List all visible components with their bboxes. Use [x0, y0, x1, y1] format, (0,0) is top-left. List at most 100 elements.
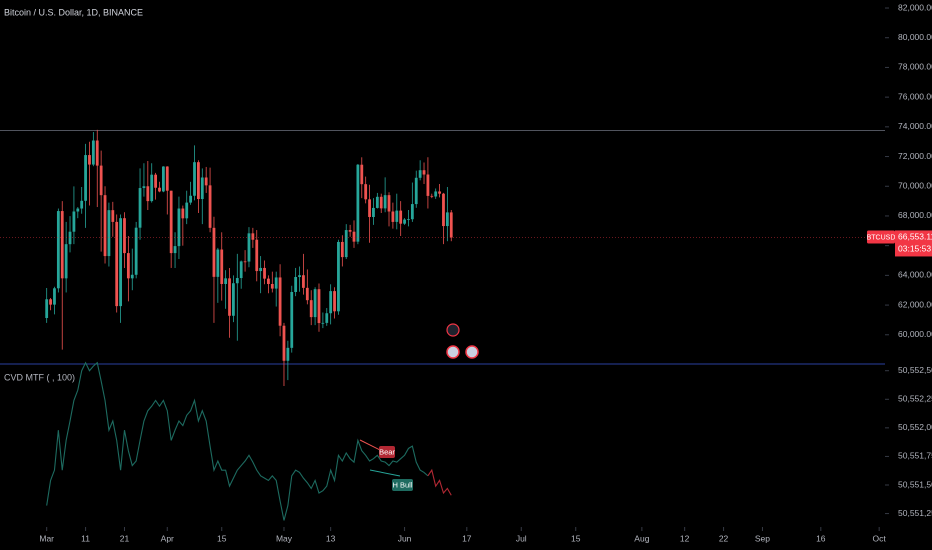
price-label: 66,553.11 — [898, 232, 932, 242]
y-tick-label: 50,551,500 — [898, 479, 932, 489]
x-tick-label: Oct — [873, 533, 887, 543]
y-tick-label: 72,000.00 — [898, 151, 932, 161]
x-tick-label: 17 — [462, 533, 472, 543]
candle-body — [375, 196, 379, 208]
candle-body — [228, 278, 231, 316]
candle-body — [181, 208, 185, 219]
symbol-label: BTCUSD — [867, 234, 896, 241]
candle-body — [107, 210, 111, 257]
candle-body — [95, 140, 99, 166]
x-tick-label: Mar — [39, 533, 54, 543]
candle-body — [239, 261, 243, 279]
x-tick-label: 12 — [680, 533, 690, 543]
candle-body — [126, 253, 130, 279]
candle-body — [391, 211, 395, 222]
candle-body — [72, 211, 76, 232]
countdown-label: 03:15:53 — [898, 244, 931, 254]
candle-body — [123, 218, 126, 254]
candle-body — [196, 162, 200, 200]
symbol-badge — [867, 230, 895, 244]
candle-body — [313, 289, 317, 318]
candle-body — [150, 174, 154, 202]
candle-body — [142, 186, 146, 189]
candle-body — [88, 155, 91, 165]
bear-label: Bear — [379, 447, 395, 456]
candle-body — [212, 227, 216, 277]
candle-body — [356, 164, 360, 242]
candle-body — [298, 275, 301, 278]
candle-body — [267, 278, 270, 284]
candle-body — [259, 267, 263, 272]
y-tick-label: 50,552,000 — [898, 422, 932, 432]
candle-body — [146, 186, 150, 202]
bull-label-box — [392, 479, 413, 491]
candle-body — [177, 208, 181, 247]
x-tick-label: May — [276, 533, 293, 543]
candle-body — [422, 170, 426, 175]
y-tick-label: 62,000.00 — [898, 299, 932, 309]
x-tick-label: 16 — [816, 533, 826, 543]
candle-body — [154, 174, 158, 188]
candle-body — [418, 170, 422, 178]
candle-body — [68, 231, 72, 245]
x-tick-label: Sep — [755, 533, 770, 543]
candle-body — [99, 165, 103, 196]
candle-body — [216, 249, 220, 277]
candle-body — [80, 200, 84, 209]
candle-body — [243, 261, 247, 263]
y-tick-label: 74,000.00 — [898, 121, 932, 131]
candle-body — [395, 210, 399, 222]
candle-body — [286, 347, 290, 361]
candle-body — [410, 204, 414, 220]
candle-body — [134, 227, 138, 275]
candle-body — [247, 233, 251, 262]
candle-body — [45, 299, 49, 318]
candle-body — [414, 177, 418, 205]
candle-body — [442, 193, 445, 227]
candle-body — [158, 187, 161, 192]
candle-body — [49, 299, 52, 305]
candle-body — [348, 230, 352, 232]
candle-body — [368, 199, 371, 217]
candle-body — [56, 211, 60, 289]
x-tick-label: 21 — [120, 533, 130, 543]
candle-body — [200, 177, 204, 200]
candle-body — [309, 300, 313, 318]
candle-body — [430, 195, 434, 197]
event-icon[interactable] — [446, 345, 460, 359]
candle-body — [119, 218, 122, 307]
candle-body — [325, 313, 329, 323]
y-tick-label: 70,000.00 — [898, 181, 932, 191]
candle-body — [383, 195, 387, 209]
candle-body — [387, 195, 391, 212]
y-tick-label: 82,000.00 — [898, 2, 932, 12]
x-tick-label: Jul — [516, 533, 527, 543]
x-tick-label: Aug — [634, 533, 649, 543]
candle-body — [193, 162, 196, 196]
candle-body — [235, 278, 239, 284]
candle-body — [115, 221, 119, 307]
candle-body — [445, 212, 449, 227]
y-tick-label: 68,000.00 — [898, 210, 932, 220]
candle-body — [337, 241, 340, 312]
candle-body — [344, 230, 348, 258]
price-badge — [895, 230, 932, 257]
x-tick-label: 22 — [719, 533, 729, 543]
candle-body — [321, 322, 325, 324]
x-tick-label: 15 — [571, 533, 581, 543]
candle-body — [282, 325, 286, 361]
event-icon[interactable] — [446, 323, 460, 337]
bull-divergence-line — [369, 469, 401, 477]
candle-body — [360, 164, 364, 185]
candle-body — [130, 274, 134, 279]
candle-body — [434, 191, 438, 197]
bull-label: H Bull — [392, 480, 412, 489]
y-tick-label: 50,551,250 — [898, 508, 932, 518]
candle-body — [407, 219, 410, 221]
candle-body — [364, 184, 368, 200]
event-icons[interactable] — [446, 323, 479, 359]
candle-body — [165, 166, 169, 191]
event-icon[interactable] — [465, 345, 479, 359]
